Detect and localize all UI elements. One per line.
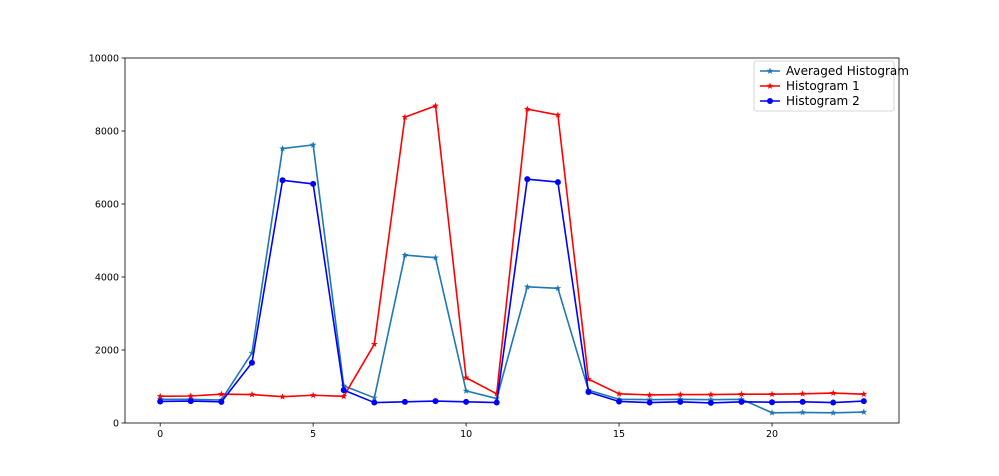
data-point bbox=[248, 349, 256, 356]
series-line bbox=[160, 105, 864, 398]
data-point bbox=[829, 409, 837, 416]
data-point bbox=[707, 391, 715, 398]
data-point bbox=[187, 392, 195, 399]
data-point bbox=[829, 389, 837, 396]
data-point bbox=[340, 392, 348, 400]
x-tick-label: 5 bbox=[310, 429, 316, 440]
legend-item: Histogram 2 bbox=[760, 94, 860, 108]
x-tick-label: 15 bbox=[613, 429, 625, 440]
legend-marker bbox=[767, 98, 773, 104]
axes: 0 5 10 15 20 0 2000 4000 6000 8000 10000 bbox=[89, 54, 900, 440]
data-point bbox=[707, 399, 714, 406]
data-point bbox=[401, 113, 409, 120]
data-point bbox=[646, 399, 653, 406]
data-point bbox=[585, 388, 592, 395]
series-2 bbox=[156, 102, 868, 400]
data-point bbox=[218, 390, 225, 397]
series-layer bbox=[156, 102, 868, 416]
data-point bbox=[615, 390, 623, 397]
data-point bbox=[401, 398, 408, 405]
data-point bbox=[860, 398, 867, 405]
data-point bbox=[279, 145, 286, 152]
y-tick-label: 4000 bbox=[95, 273, 119, 284]
legend-marker bbox=[766, 67, 774, 74]
plot-frame bbox=[124, 57, 900, 424]
data-point bbox=[860, 408, 868, 415]
data-point bbox=[432, 254, 439, 261]
y-tick-label: 10000 bbox=[89, 54, 119, 65]
y-tick-label: 6000 bbox=[95, 200, 119, 211]
data-point bbox=[768, 390, 776, 397]
data-point bbox=[523, 283, 531, 290]
y-tick-label: 8000 bbox=[95, 127, 119, 138]
legend-item: Histogram 1 bbox=[760, 79, 860, 93]
data-point bbox=[248, 391, 256, 398]
data-point bbox=[768, 409, 776, 416]
data-point bbox=[646, 391, 653, 398]
data-point bbox=[860, 390, 868, 397]
series-line bbox=[160, 178, 864, 404]
data-point bbox=[799, 408, 806, 416]
data-point bbox=[309, 141, 317, 148]
data-point bbox=[585, 375, 592, 383]
data-point bbox=[340, 387, 347, 394]
data-point bbox=[432, 398, 439, 405]
data-point bbox=[554, 284, 562, 292]
data-point bbox=[707, 396, 715, 403]
data-point bbox=[493, 390, 501, 397]
data-point bbox=[432, 102, 439, 109]
data-point bbox=[248, 359, 255, 366]
data-point bbox=[371, 394, 378, 401]
data-point bbox=[769, 399, 776, 406]
data-point bbox=[156, 392, 164, 400]
data-point bbox=[309, 391, 317, 399]
data-point bbox=[830, 399, 837, 406]
data-point bbox=[279, 177, 286, 184]
y-tick-label: 0 bbox=[113, 419, 119, 430]
data-point bbox=[677, 398, 684, 405]
data-point bbox=[523, 105, 531, 112]
data-point bbox=[554, 111, 562, 118]
data-point bbox=[616, 398, 623, 405]
legend-item: Averaged Histogram bbox=[760, 64, 909, 78]
data-point bbox=[646, 396, 653, 403]
data-point bbox=[463, 398, 470, 405]
data-point bbox=[279, 393, 286, 400]
x-tick-label: 10 bbox=[460, 429, 472, 440]
data-point bbox=[218, 398, 225, 405]
data-point bbox=[462, 374, 470, 381]
legend-label: Averaged Histogram bbox=[786, 64, 909, 78]
x-tick-label: 0 bbox=[157, 429, 163, 440]
data-point bbox=[524, 176, 531, 183]
data-point bbox=[554, 179, 561, 186]
data-point bbox=[157, 398, 164, 405]
data-point bbox=[738, 398, 745, 405]
data-point bbox=[401, 251, 409, 258]
data-point bbox=[371, 399, 378, 406]
data-point bbox=[310, 180, 317, 187]
data-point bbox=[799, 390, 806, 397]
legend-marker bbox=[766, 82, 774, 89]
series-1 bbox=[156, 141, 868, 416]
legend-label: Histogram 1 bbox=[786, 79, 860, 93]
data-point bbox=[493, 399, 500, 406]
data-point bbox=[187, 398, 194, 405]
data-point bbox=[676, 391, 684, 398]
data-point bbox=[462, 387, 470, 394]
legend-box bbox=[753, 60, 895, 112]
data-point bbox=[799, 398, 806, 405]
data-point bbox=[371, 340, 378, 347]
x-tick-label: 20 bbox=[766, 429, 778, 440]
data-point bbox=[738, 390, 745, 397]
series-3 bbox=[157, 176, 867, 406]
y-tick-label: 2000 bbox=[95, 346, 119, 357]
legend-label: Histogram 2 bbox=[786, 94, 860, 108]
